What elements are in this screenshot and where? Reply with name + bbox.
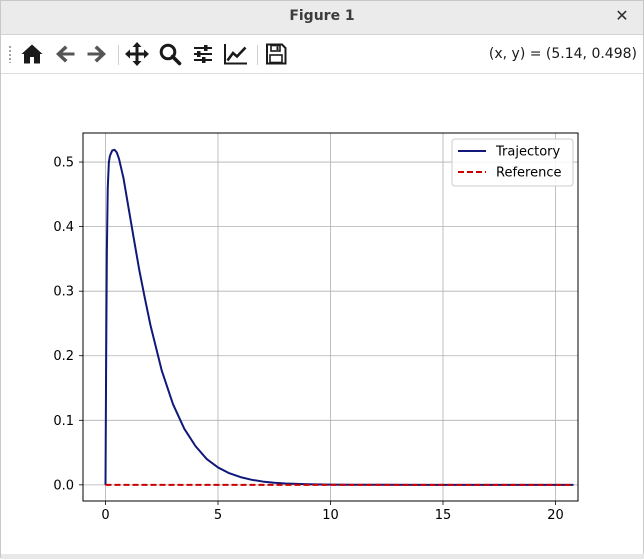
legend-label: Trajectory (495, 145, 560, 160)
zoom-button[interactable] (155, 39, 185, 69)
navigation-toolbar: (x, y) = (5.14, 0.498) (1, 35, 643, 74)
toolbar-grip[interactable] (8, 45, 12, 63)
home-button[interactable] (17, 39, 47, 69)
y-tick-label: 0.4 (53, 220, 74, 235)
x-tick-label: 0 (101, 508, 109, 523)
sliders-icon (194, 45, 212, 63)
x-tick-label: 10 (322, 508, 339, 523)
axes-frame (82, 132, 579, 502)
cursor-coordinates: (x, y) = (5.14, 0.498) (488, 46, 637, 62)
axis-ticks: 0 5 10 15 20 0.0 0.1 0.2 0.3 0.4 0.5 (53, 156, 563, 523)
save-button[interactable] (261, 39, 291, 69)
pan-button[interactable] (122, 39, 152, 69)
magnifier-icon (159, 43, 182, 66)
toolbar-separator (118, 45, 119, 65)
close-icon: ✕ (615, 6, 629, 25)
arrow-left-icon (56, 45, 75, 63)
status-bar (1, 554, 644, 559)
y-tick-label: 0.3 (53, 285, 74, 300)
back-button[interactable] (50, 39, 80, 69)
plot-series (104, 148, 574, 486)
title-bar[interactable]: Figure 1 ✕ (1, 1, 643, 35)
legend: Trajectory Reference (451, 138, 574, 187)
window-title: Figure 1 (289, 8, 355, 24)
arrow-right-icon (87, 45, 106, 63)
line-chart-icon (224, 44, 247, 65)
configure-subplots-button[interactable] (188, 39, 218, 69)
y-tick-label: 0.0 (53, 478, 74, 493)
move-icon (125, 42, 149, 66)
grid-lines (83, 133, 578, 501)
plot-svg[interactable]: 0 5 10 15 20 0.0 0.1 0.2 0.3 0.4 0.5 Trajectory Ref… (2, 74, 642, 556)
y-tick-label: 0.1 (53, 414, 74, 429)
forward-button[interactable] (82, 39, 112, 69)
y-tick-label: 0.2 (53, 349, 74, 364)
toolbar-separator (257, 45, 258, 65)
close-button[interactable]: ✕ (613, 6, 631, 26)
edit-axes-button[interactable] (221, 39, 251, 69)
y-tick-label: 0.5 (53, 156, 74, 171)
floppy-disk-icon (266, 43, 287, 65)
legend-label: Reference (496, 166, 561, 181)
x-tick-label: 15 (435, 508, 452, 523)
home-icon (21, 44, 43, 64)
figure-canvas[interactable]: 0 5 10 15 20 0.0 0.1 0.2 0.3 0.4 0.5 Trajectory Ref… (2, 74, 642, 556)
x-tick-label: 5 (214, 508, 222, 523)
x-tick-label: 20 (547, 508, 564, 523)
trajectory-line (104, 148, 574, 486)
